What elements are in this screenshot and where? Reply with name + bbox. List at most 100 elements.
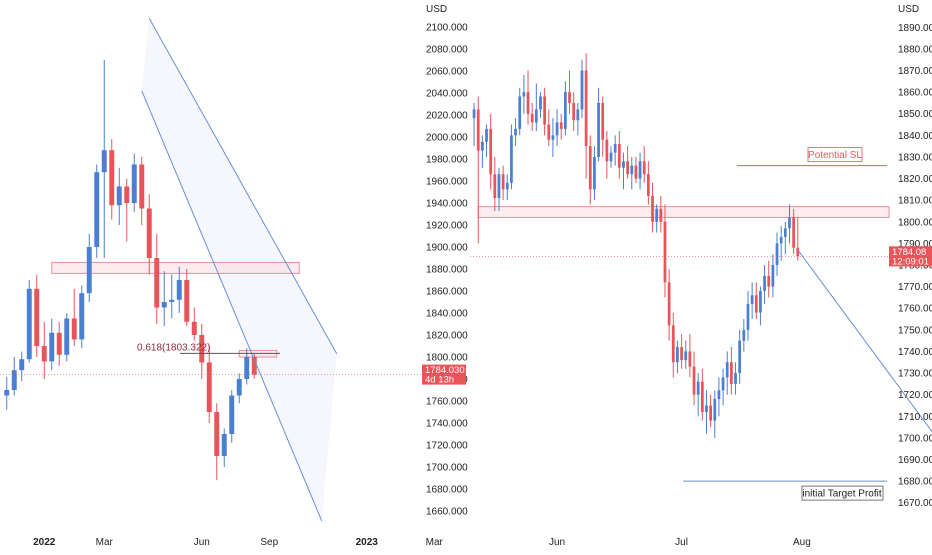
last-price-box	[422, 364, 466, 385]
candle-body	[510, 135, 513, 183]
y-tick-label: 1880.000	[898, 44, 932, 55]
candle-body	[493, 174, 497, 199]
candle-body	[518, 96, 522, 129]
candle-body	[485, 128, 488, 142]
candle-body	[696, 381, 700, 395]
candle-body	[634, 165, 638, 179]
x-axis: Jun Jul Aug	[549, 537, 811, 548]
channel-lower-line	[141, 90, 323, 522]
y-tick-label: 1850.000	[898, 109, 932, 120]
y-tick-label: 1730.000	[898, 369, 932, 380]
candle-body	[754, 295, 758, 313]
countdown-label: 12:09:01	[892, 256, 929, 267]
candle-body	[56, 332, 62, 355]
resistance-zone-1	[477, 206, 890, 218]
last-price-label: 1784.030	[425, 365, 465, 376]
y-tick-label: 1710.000	[898, 412, 932, 423]
y-tick-label: 2000.000	[426, 133, 468, 144]
candle-body	[555, 122, 559, 136]
candle-body	[547, 124, 551, 140]
y-tick-label: 1720.000	[898, 390, 932, 401]
fib-label: 0.618(1803.322)	[137, 342, 210, 353]
y-tick-label: 1800.000	[426, 353, 468, 364]
x-tick-label: Jun	[194, 537, 210, 548]
candle-body	[651, 195, 654, 222]
candle-body	[476, 109, 480, 151]
candle-body	[601, 102, 605, 140]
candle-body	[721, 377, 725, 391]
y-tick-label: 2080.000	[426, 45, 468, 56]
candle-body	[41, 346, 47, 362]
candle-body	[530, 113, 534, 123]
y-tick-label: 1860.000	[898, 88, 932, 99]
y-tick-label: 1760.000	[426, 397, 468, 408]
candle-body	[146, 208, 152, 258]
candle-body	[221, 434, 227, 456]
candle-body	[671, 325, 675, 363]
y-tick-label: 1840.000	[898, 131, 932, 142]
x-tick-label: Aug	[793, 537, 811, 548]
candle-body	[783, 228, 787, 237]
y-tick-label: 1920.000	[426, 221, 468, 232]
candle-body	[86, 247, 92, 294]
x-tick-label: Sep	[260, 537, 278, 548]
candle-body	[497, 174, 501, 199]
candle-body	[49, 332, 55, 362]
candle-body	[526, 92, 530, 114]
y-axis: USD 1670.000 1680.000 1690.000 1700.000 1710.…	[898, 4, 932, 509]
candle-body	[514, 128, 517, 136]
y-tick-label: 1960.000	[426, 177, 468, 188]
candle-body	[584, 70, 588, 147]
candle-body	[19, 359, 25, 371]
candle-body	[705, 405, 708, 412]
candle-body	[738, 340, 742, 374]
target-label: initial Target Profit	[802, 489, 882, 500]
candle-body	[229, 395, 235, 434]
candle-body	[251, 357, 257, 375]
candle-body	[489, 128, 493, 175]
candle-body	[568, 92, 571, 103]
last-price-label: 1784.08	[892, 247, 926, 258]
candle-body	[161, 302, 167, 308]
candle-body	[501, 174, 505, 190]
x-tick-label: Mar	[96, 537, 114, 548]
y-tick-label: 2060.000	[426, 67, 468, 78]
candle-body	[505, 182, 509, 190]
candle-body	[684, 351, 688, 361]
y-tick-label: 1900.000	[426, 243, 468, 254]
candle-body	[244, 357, 250, 379]
candle-body	[472, 109, 476, 119]
countdown-label: 4d 13h	[425, 375, 454, 386]
x-tick-label: 2023	[356, 537, 379, 548]
y-tick-label: 1880.000	[426, 265, 468, 276]
candle-body	[236, 379, 242, 396]
candle-body	[64, 318, 70, 355]
candle-body	[750, 295, 754, 304]
candle-body	[692, 366, 696, 395]
candle-body	[101, 150, 107, 173]
candle-body	[116, 186, 122, 206]
candle-body	[79, 293, 85, 340]
candle-body	[676, 347, 679, 363]
candle-body	[680, 347, 683, 361]
candle-body	[199, 335, 205, 363]
y-tick-label: 1750.000	[898, 325, 932, 336]
y-tick-label: 1680.000	[898, 477, 932, 488]
candle-body	[713, 398, 717, 421]
candle-body	[742, 329, 746, 341]
candle-body	[71, 318, 77, 340]
candle-body	[26, 288, 32, 360]
candle-body	[131, 164, 137, 203]
candle-body	[759, 290, 762, 313]
y-tick-label: 1890.000	[898, 23, 932, 34]
candle-body	[154, 258, 160, 308]
candle-body	[534, 109, 538, 123]
y-tick-label: 1830.000	[898, 152, 932, 163]
y-tick-label: 1870.000	[898, 66, 932, 77]
candle-body	[717, 390, 721, 399]
y-tick-label: 1670.000	[898, 498, 932, 509]
resistance-zone-1	[51, 261, 300, 274]
candle-body	[481, 141, 484, 151]
y-tick-label: 2020.000	[426, 111, 468, 122]
